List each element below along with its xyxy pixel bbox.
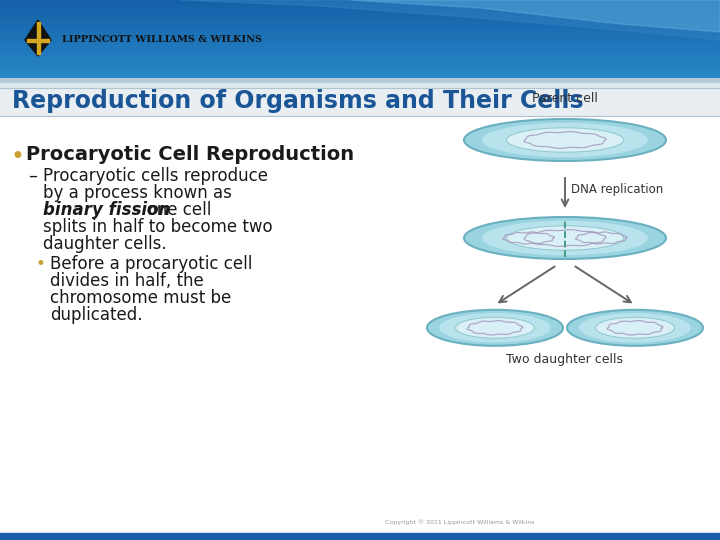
Ellipse shape — [482, 221, 648, 255]
Text: divides in half, the: divides in half, the — [50, 272, 204, 290]
Text: LIPPINCOTT WILLIAMS & WILKINS: LIPPINCOTT WILLIAMS & WILKINS — [62, 36, 262, 44]
Text: Before a procaryotic cell: Before a procaryotic cell — [50, 255, 253, 273]
Text: Two daughter cells: Two daughter cells — [506, 353, 624, 366]
Ellipse shape — [506, 128, 624, 152]
Ellipse shape — [427, 310, 563, 346]
Ellipse shape — [567, 310, 703, 346]
Text: Reproduction of Organisms and Their Cells: Reproduction of Organisms and Their Cell… — [12, 89, 584, 113]
Text: •: • — [10, 145, 24, 169]
Text: splits in half to become two: splits in half to become two — [43, 218, 273, 236]
Ellipse shape — [439, 313, 551, 342]
Ellipse shape — [456, 318, 534, 338]
Text: –: – — [28, 167, 37, 185]
Text: daughter cells.: daughter cells. — [43, 235, 166, 253]
Text: •: • — [36, 255, 46, 273]
Ellipse shape — [464, 119, 666, 161]
Polygon shape — [25, 20, 51, 56]
Text: by a process known as: by a process known as — [43, 184, 232, 202]
Ellipse shape — [464, 217, 666, 259]
Polygon shape — [180, 0, 720, 40]
Text: Procaryotic Cell Reproduction: Procaryotic Cell Reproduction — [26, 145, 354, 164]
Ellipse shape — [579, 313, 690, 342]
Ellipse shape — [506, 226, 624, 250]
Text: DNA replication: DNA replication — [571, 183, 663, 195]
Text: binary fission: binary fission — [43, 201, 171, 219]
Ellipse shape — [595, 318, 675, 338]
Ellipse shape — [482, 123, 648, 157]
Text: Copyright © 2011 Lippincott Williams & Wilkins: Copyright © 2011 Lippincott Williams & W… — [385, 519, 535, 525]
Text: chromosome must be: chromosome must be — [50, 289, 231, 307]
Text: duplicated.: duplicated. — [50, 306, 143, 324]
Text: – one cell: – one cell — [133, 201, 212, 219]
Text: Parent cell: Parent cell — [532, 92, 598, 105]
Text: Procaryotic cells reproduce: Procaryotic cells reproduce — [43, 167, 268, 185]
Polygon shape — [350, 0, 720, 32]
